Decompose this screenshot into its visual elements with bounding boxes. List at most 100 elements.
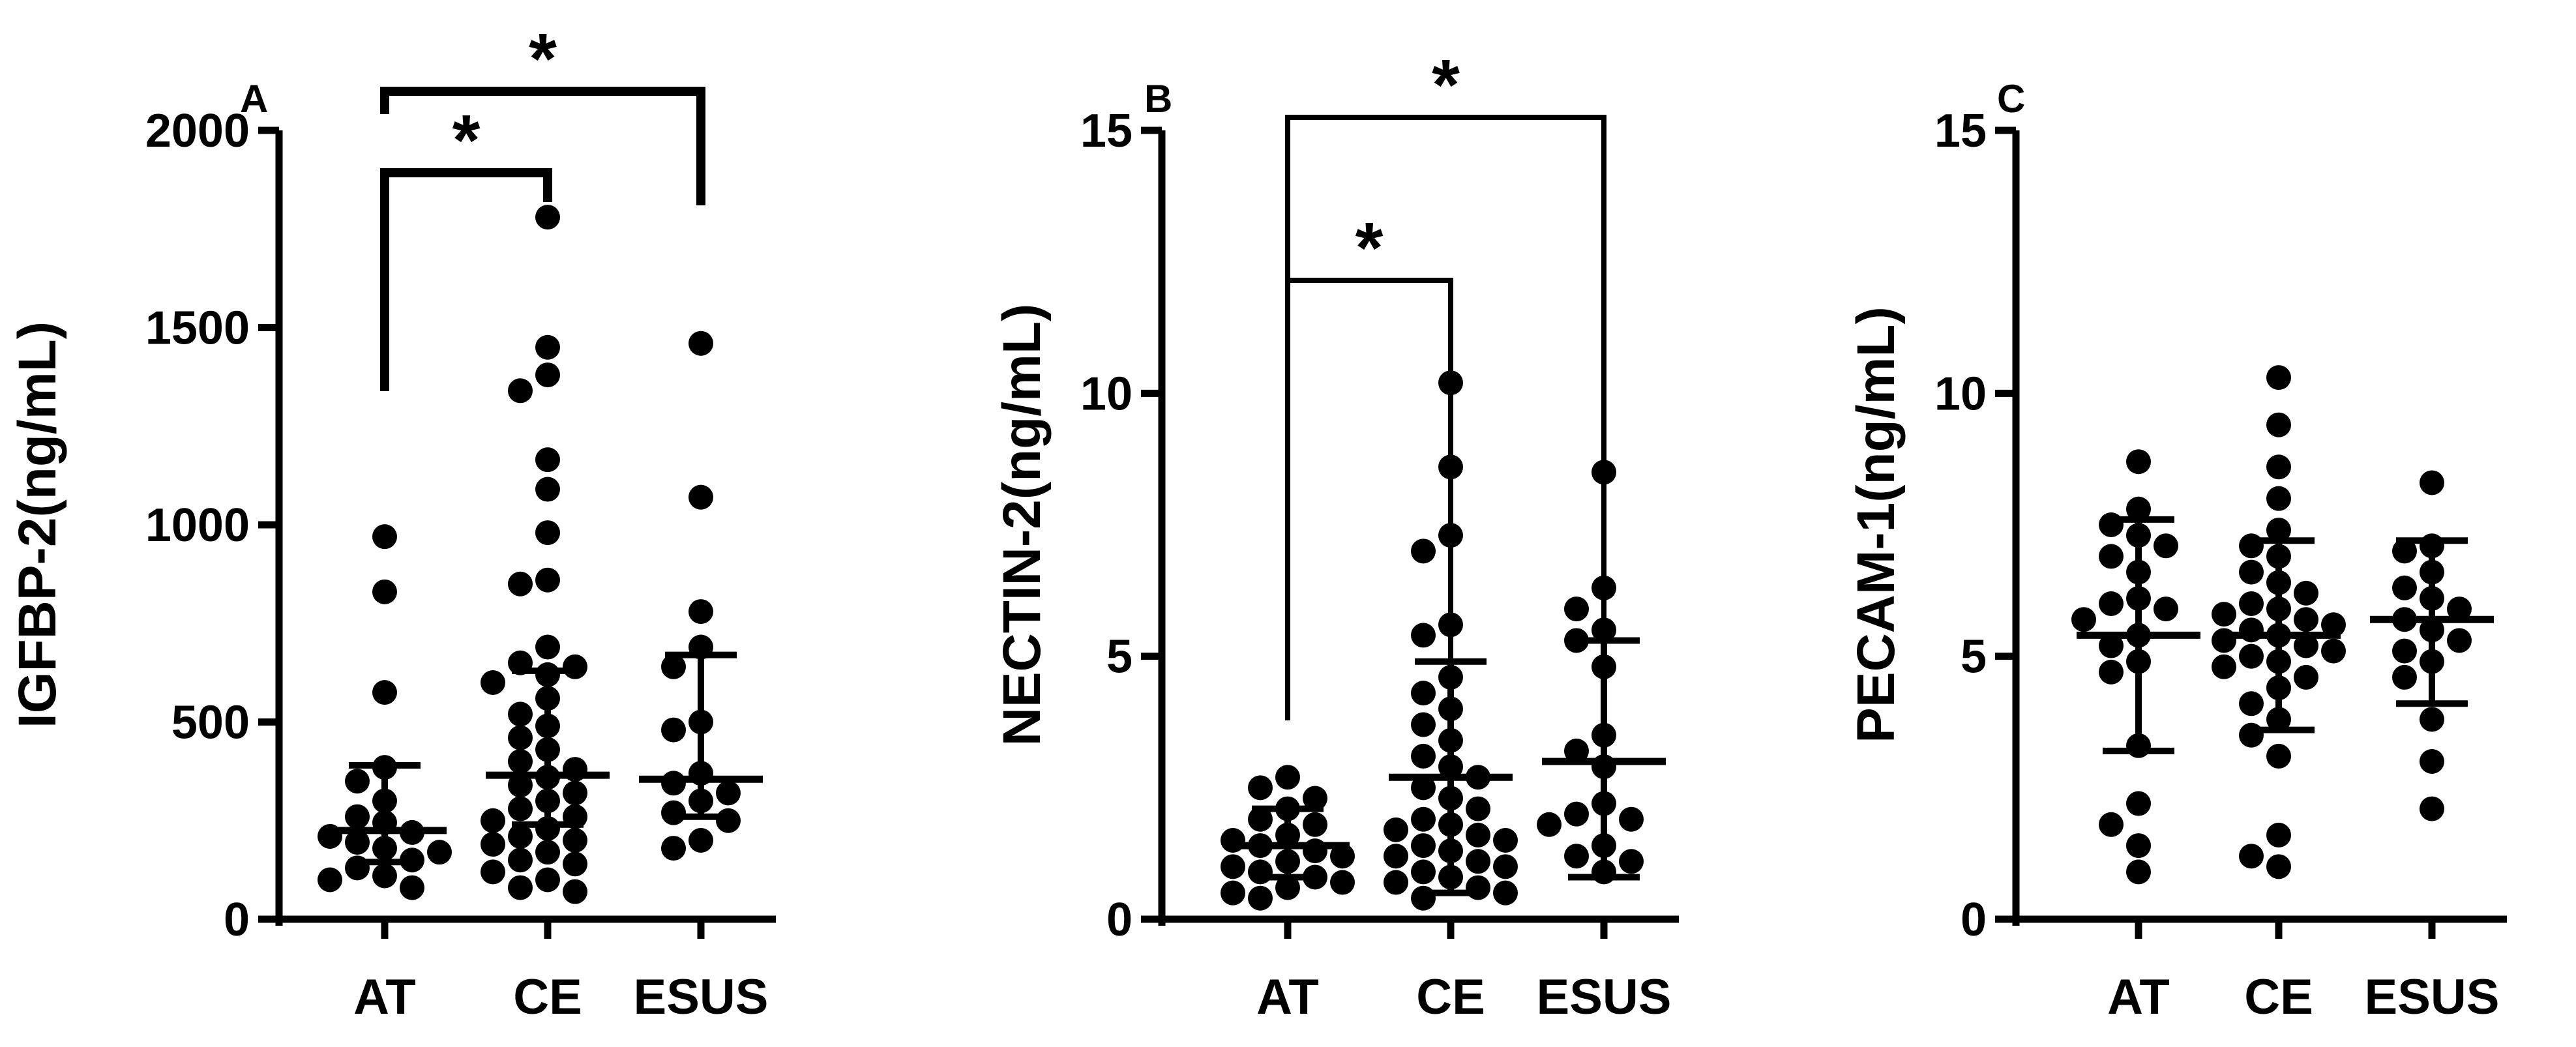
- data-point: [481, 670, 505, 695]
- significance-star: *: [529, 19, 557, 99]
- x-tick-label: CE: [1416, 969, 1485, 1025]
- data-point: [563, 780, 587, 806]
- data-point: [1411, 885, 1436, 911]
- data-point: [716, 780, 741, 806]
- data-point: [2392, 664, 2417, 690]
- data-point: [535, 477, 560, 502]
- data-point: [535, 447, 560, 473]
- y-tick-label: 1000: [145, 499, 250, 552]
- data-point: [372, 524, 397, 550]
- data-point: [2294, 580, 2318, 606]
- data-point: [2266, 518, 2291, 543]
- data-point: [2294, 607, 2318, 632]
- data-point: [372, 579, 397, 604]
- y-tick-label: 5: [1106, 631, 1133, 683]
- data-point: [563, 879, 587, 904]
- data-point: [1221, 854, 1245, 879]
- data-point: [1493, 828, 1518, 853]
- data-point: [2266, 454, 2291, 480]
- x-tick-label: CE: [513, 969, 582, 1025]
- data-point: [2126, 791, 2151, 816]
- data-point: [1466, 875, 1490, 900]
- data-point: [1275, 765, 1300, 790]
- group-at: [318, 524, 452, 900]
- group-ce: [1384, 370, 1518, 911]
- data-point: [1330, 870, 1355, 895]
- data-point: [1221, 880, 1245, 906]
- x-tick-label: ESUS: [634, 969, 769, 1025]
- data-point: [2126, 833, 2151, 859]
- data-point: [2239, 559, 2264, 585]
- significance-star: *: [452, 100, 481, 181]
- data-point: [1466, 822, 1490, 848]
- data-point: [2266, 486, 2291, 511]
- group-at: [2071, 449, 2200, 885]
- panel-letter: A: [240, 77, 268, 121]
- panel-letter: B: [1144, 77, 1172, 121]
- data-point: [1384, 844, 1408, 869]
- data-point: [2099, 591, 2124, 616]
- data-point: [508, 848, 533, 873]
- data-point: [508, 378, 533, 404]
- data-point: [661, 800, 686, 825]
- data-point: [2266, 743, 2291, 769]
- data-point: [2212, 654, 2236, 679]
- group-esus: [639, 331, 763, 861]
- data-point: [1384, 870, 1408, 895]
- data-point: [508, 571, 533, 597]
- data-point: [2239, 844, 2264, 869]
- panel-c: 0 5 10 15 AT CE ESUS PECAM-1(ng/mL) C: [1846, 77, 2507, 1025]
- data-point: [2099, 659, 2124, 685]
- data-point: [2266, 854, 2291, 879]
- data-point: [1411, 833, 1436, 859]
- data-point: [2447, 628, 2472, 653]
- data-point: [1248, 859, 1273, 885]
- data-point: [2420, 796, 2444, 821]
- significance-bracket: [1285, 115, 1606, 740]
- y-tick-label: 2000: [145, 105, 250, 157]
- data-point: [688, 484, 713, 510]
- data-point: [2321, 638, 2346, 664]
- data-point: [508, 749, 533, 774]
- data-point: [1411, 538, 1436, 564]
- data-point: [535, 634, 560, 660]
- y-tick-label: 500: [171, 697, 250, 749]
- significance-bracket: [380, 87, 705, 205]
- data-point: [2126, 449, 2151, 475]
- significance-star: *: [1355, 208, 1384, 288]
- data-point: [2420, 749, 2444, 774]
- x-tick-label: AT: [2107, 969, 2170, 1025]
- significance-bracket: [380, 168, 552, 391]
- data-point: [1248, 806, 1273, 832]
- data-point: [535, 362, 560, 388]
- data-point: [372, 680, 397, 705]
- x-tick-label: ESUS: [2365, 969, 2500, 1025]
- data-point: [508, 701, 533, 727]
- data-point: [1303, 812, 1327, 837]
- x-tick-label: AT: [1256, 969, 1319, 1025]
- data-point: [2099, 633, 2124, 658]
- data-point: [2266, 365, 2291, 391]
- data-point: [2126, 496, 2151, 522]
- y-tick-label: 0: [1106, 894, 1133, 946]
- data-point: [535, 205, 560, 230]
- data-point: [481, 808, 505, 833]
- data-point: [1411, 743, 1436, 769]
- data-point: [318, 867, 342, 892]
- data-point: [372, 863, 397, 889]
- data-point: [1493, 880, 1518, 906]
- data-point: [563, 828, 587, 853]
- group-at: [1221, 765, 1355, 911]
- data-point: [661, 717, 686, 743]
- data-point: [535, 567, 560, 593]
- data-point: [1564, 844, 1589, 869]
- data-point: [1537, 812, 1562, 837]
- data-point: [2126, 859, 2151, 885]
- data-point: [2266, 412, 2291, 437]
- data-point: [2239, 533, 2264, 559]
- data-point: [1564, 738, 1589, 763]
- data-point: [1564, 801, 1589, 827]
- data-point: [1411, 623, 1436, 648]
- data-point: [2392, 538, 2417, 564]
- data-point: [2239, 643, 2264, 669]
